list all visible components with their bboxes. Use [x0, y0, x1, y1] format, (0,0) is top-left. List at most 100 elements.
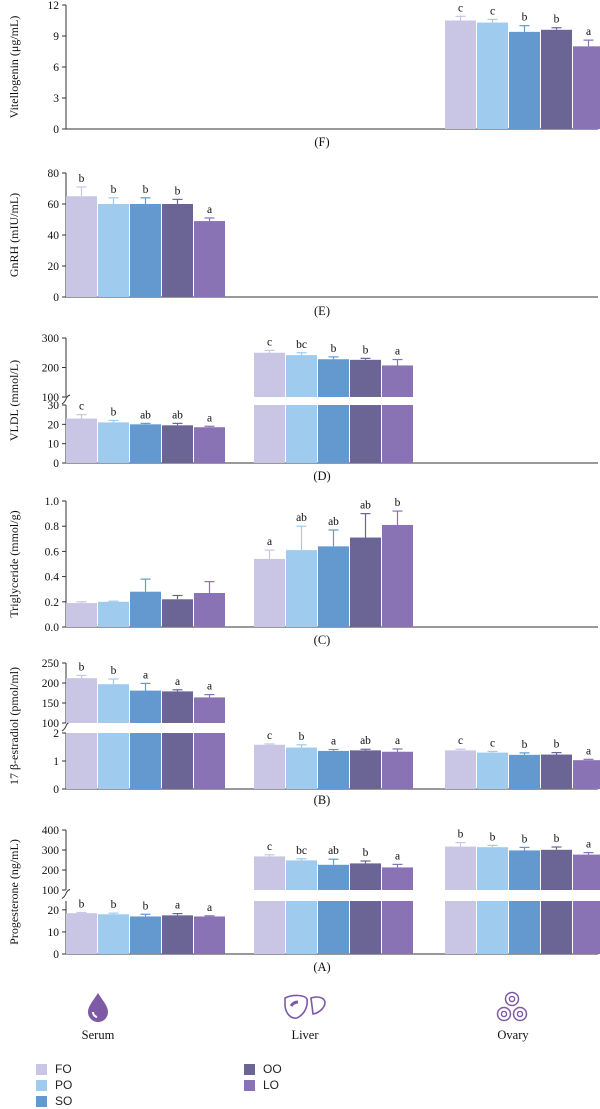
panel-b-liver-bar-fo-letter: c [267, 730, 272, 742]
panel-c-ytick-label-main-5: 1.0 [45, 496, 60, 508]
panel-a-liver-bar-po-letter: bc [296, 845, 307, 857]
panel-b-serum-bar-fo-letter: b [79, 661, 85, 673]
panel-f-ovary-bar-oo [541, 29, 572, 129]
panel-e-serum-bar-so-letter: b [143, 184, 149, 196]
panel-a-serum-bar-fo-letter: b [79, 898, 85, 910]
panel-b-ytick-label-lower-1: 1 [53, 756, 59, 768]
panel-d-liver-bar-oo-lower [350, 405, 381, 463]
panel-a-liver-bar-oo [350, 863, 381, 890]
panel-b-ovary-bar-fo-letter: c [458, 735, 463, 747]
panel-d-serum-bar-lo-letter: a [207, 412, 212, 424]
legend-swatch-fo [36, 1063, 47, 1075]
panel-b-liver-bar-lo-letter: a [395, 735, 400, 747]
panel-a-liver-bar-po-lower [286, 901, 317, 954]
panel-a-ovary-bar-oo [541, 849, 572, 890]
panel-c-serum-bar-so [130, 591, 161, 627]
panel-a-liver-bar-po [286, 860, 317, 890]
panel-f-ytick-label-main-0: 0 [53, 124, 59, 136]
panel-a-ytick-label-upper-3: 400 [42, 825, 60, 837]
panel-d-liver-bar-oo [350, 359, 381, 397]
panel-b-ytick-label-lower-0: 0 [53, 784, 59, 796]
panel-b-ovary-bar-lo [573, 760, 600, 789]
panel-a-ovary-bar-lo-letter: a [586, 839, 591, 851]
panel-d-ytick-label-lower-0: 0 [53, 458, 59, 470]
panel-e-serum-bar-fo-letter: b [79, 173, 85, 185]
panel-f-ytick-label-main-4: 12 [48, 0, 60, 12]
panel-b-serum-bar-po [98, 684, 129, 723]
panel-d-liver-bar-po [286, 355, 317, 397]
panel-a-liver-bar-lo-letter: a [395, 850, 400, 862]
panel-e-ytick-label-main-1: 20 [48, 261, 60, 273]
panel-d-axis-break-mark [61, 394, 71, 405]
panel-b-liver-bar-so [318, 750, 349, 789]
panel-d-serum-bar-oo-letter: ab [172, 409, 183, 421]
liver-icon [283, 994, 327, 1020]
panel-f-ylabel: Vitellogenin (μg/mL) [7, 16, 21, 119]
panel-c-liver-bar-fo [254, 558, 285, 627]
panel-d-serum-bar-oo [162, 425, 193, 463]
panel-a-serum-bar-po-letter: b [111, 899, 117, 911]
panel-b-ovary-bar-oo-letter: b [554, 739, 560, 751]
panel-b-ytick-label-lower-2: 2 [53, 728, 59, 740]
panel-d-serum-bar-lo [194, 427, 225, 463]
panel-a-ylabel: Progesterone (ng/mL) [7, 839, 21, 945]
panel-b-serum-bar-po-letter: b [111, 665, 117, 677]
legend-label-so: SO [55, 1094, 73, 1108]
panel-f-ytick-label-main-2: 6 [53, 62, 59, 74]
panel-d-ytick-label-lower-1: 10 [48, 439, 60, 451]
panel-e-serum-bar-lo [194, 221, 225, 297]
panel-b-liver-bar-po-letter: b [299, 731, 305, 743]
panel-e-serum-bar-oo-letter: b [175, 185, 181, 197]
panel-a-axis-break-mark [61, 889, 71, 899]
panel-d-ylabel: VLDL (mmol/L) [7, 360, 21, 441]
panel-c-liver-bar-lo-letter: b [395, 497, 401, 509]
panel-b-liver-bar-po [286, 747, 317, 789]
panel-f-ovary-bar-oo-letter: b [554, 14, 560, 26]
panel-a-ytick-label-lower-0: 0 [53, 949, 59, 961]
panel-f-ovary-bar-lo-letter: a [586, 26, 591, 38]
panel-d-serum-bar-fo [66, 418, 97, 463]
panel-b-serum-bar-so [130, 690, 161, 723]
panel-a-serum-bar-fo [66, 913, 97, 954]
panel-a-serum-bar-so [130, 916, 161, 954]
panel-a-liver-bar-so [318, 864, 349, 890]
panel-f-ytick-label-main-1: 3 [53, 93, 59, 105]
panel-b-ytick-label-upper-1: 150 [42, 698, 60, 710]
panel-d-ytick-label-lower-2: 20 [48, 419, 60, 431]
panel-c-serum-bar-lo [194, 592, 225, 627]
legend-item-po: PO [36, 1078, 72, 1092]
panel-e-serum-bar-po-letter: b [111, 184, 117, 196]
panel-d-ytick-label-upper-2: 300 [42, 333, 60, 345]
panel-d-liver-bar-so-letter: b [331, 343, 337, 355]
panel-b: 100 150 200 250 0 1 2 17 β-estradiol (pmol/ml) (… [7, 658, 600, 807]
panel-d-serum-bar-po-letter: b [111, 406, 117, 418]
panel-b-liver-bar-fo [254, 744, 285, 789]
panel-b-serum-bar-lo [194, 697, 225, 723]
panel-c-ylabel: Triglyceride (mmol/g) [7, 510, 21, 617]
panel-b-liver-bar-oo [350, 750, 381, 789]
legend-item-oo: OO [244, 1062, 282, 1076]
panel-b-ovary-bar-oo [541, 754, 572, 789]
panel-d-ytick-label-upper-0: 100 [42, 392, 60, 404]
panel-d-serum-bar-po [98, 422, 129, 463]
panel-a-ytick-label-lower-1: 10 [48, 927, 60, 939]
panel-c-liver-bar-so-letter: ab [328, 516, 339, 528]
panel-f-ovary-bar-fo [445, 20, 476, 129]
panel-c-liver-bar-so [318, 546, 349, 627]
panel-a-serum-bar-lo [194, 916, 225, 954]
panel-f-ovary-bar-so-letter: b [522, 12, 528, 24]
panel-a-liver-bar-lo-lower [382, 901, 413, 954]
panel-a-ovary-bar-so-letter: b [522, 833, 528, 845]
panel-e-serum-bar-lo-letter: a [207, 204, 212, 216]
panel-e-serum-bar-po [98, 204, 129, 297]
panel-c-ytick-label-main-0: 0.0 [45, 622, 60, 634]
panel-c-liver-bar-po [286, 550, 317, 627]
panel-a-serum-bar-lo-letter: a [207, 902, 212, 914]
tissue-label-liver: Liver [291, 1028, 319, 1042]
panel-b-liver-bar-oo-letter: ab [360, 735, 371, 747]
panel-c-serum-bar-po [98, 601, 129, 627]
panel-a-ovary-bar-oo-letter: b [554, 833, 560, 845]
panel-b-ytick-label-upper-3: 250 [42, 658, 60, 670]
panel-b-ovary-bar-so [509, 754, 540, 789]
